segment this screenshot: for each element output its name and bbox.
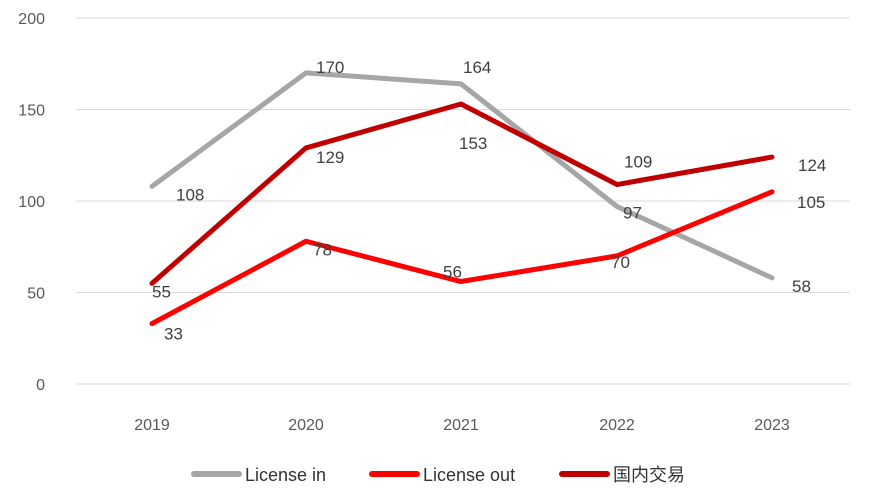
x-tick-label: 2020 — [288, 417, 324, 434]
data-label: 164 — [463, 58, 491, 77]
x-tick-label: 2019 — [134, 417, 170, 434]
data-label: 124 — [798, 156, 826, 175]
data-label: 78 — [313, 240, 332, 259]
data-label: 56 — [443, 263, 462, 282]
legend-label: License out — [423, 465, 515, 485]
y-tick-label: 100 — [18, 194, 45, 211]
data-label: 58 — [792, 277, 811, 296]
y-tick-label: 200 — [18, 11, 45, 28]
data-label: 109 — [624, 153, 652, 172]
y-tick-label: 150 — [18, 103, 45, 120]
legend-label: 国内交易 — [613, 465, 685, 485]
x-axis: 2019 2020 2021 2022 2023 — [134, 417, 790, 434]
series-lines — [149, 70, 775, 327]
x-tick-label: 2022 — [599, 417, 635, 434]
y-tick-label: 0 — [36, 377, 45, 394]
data-label: 153 — [459, 134, 487, 153]
series-line-1 — [149, 189, 775, 327]
y-tick-label: 50 — [27, 286, 45, 303]
y-axis: 0 50 100 150 200 — [18, 11, 45, 394]
data-label: 170 — [316, 58, 344, 77]
x-tick-label: 2023 — [754, 417, 790, 434]
data-label: 97 — [623, 203, 642, 222]
legend: License in License out 国内交易 — [191, 465, 685, 485]
data-label: 55 — [152, 282, 171, 301]
series-line-2 — [149, 101, 775, 286]
data-label: 129 — [316, 148, 344, 167]
data-label: 33 — [164, 325, 183, 344]
data-label: 70 — [611, 253, 630, 272]
data-label: 108 — [176, 185, 204, 204]
data-label: 105 — [797, 193, 825, 212]
legend-label: License in — [245, 465, 326, 485]
data-labels: 108 170 164 97 58 33 78 56 70 105 55 129 153 109 124 — [152, 58, 826, 344]
series-line-0 — [149, 70, 775, 281]
x-tick-label: 2021 — [443, 417, 479, 434]
